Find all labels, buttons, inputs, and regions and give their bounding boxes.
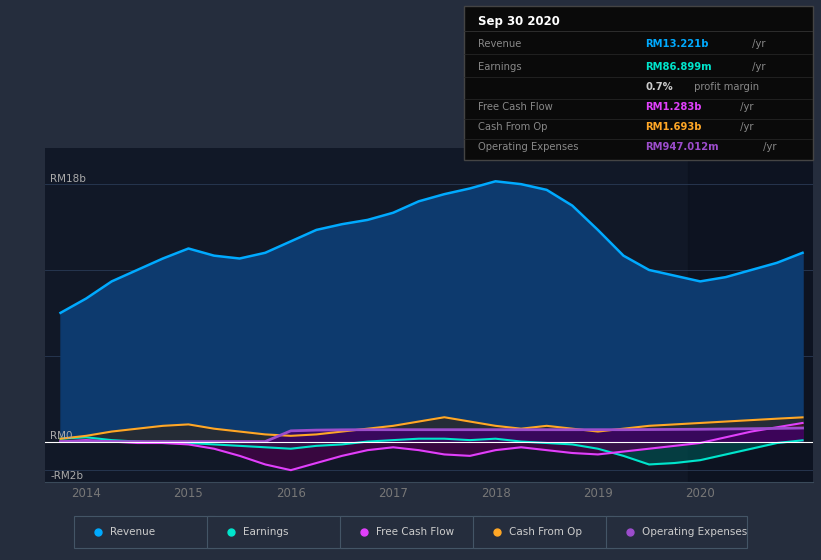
Text: Earnings: Earnings [478, 62, 521, 72]
Text: Revenue: Revenue [478, 39, 521, 49]
Text: Cash From Op: Cash From Op [509, 527, 582, 537]
Text: Free Cash Flow: Free Cash Flow [478, 102, 553, 112]
Text: /yr: /yr [760, 142, 777, 152]
Text: RM86.899m: RM86.899m [645, 62, 712, 72]
FancyBboxPatch shape [74, 516, 214, 548]
Text: Operating Expenses: Operating Expenses [642, 527, 747, 537]
Text: /yr: /yr [737, 102, 754, 112]
Text: RM1.693b: RM1.693b [645, 122, 702, 132]
Text: RM947.012m: RM947.012m [645, 142, 719, 152]
Text: Sep 30 2020: Sep 30 2020 [478, 15, 560, 28]
Text: 0.7%: 0.7% [645, 82, 673, 92]
FancyBboxPatch shape [473, 516, 613, 548]
Text: RM1.283b: RM1.283b [645, 102, 702, 112]
FancyBboxPatch shape [606, 516, 747, 548]
Text: /yr: /yr [737, 122, 754, 132]
Text: RM13.221b: RM13.221b [645, 39, 709, 49]
Bar [688, 148, 821, 482]
Text: Free Cash Flow: Free Cash Flow [376, 527, 454, 537]
FancyBboxPatch shape [340, 516, 481, 548]
FancyBboxPatch shape [207, 516, 347, 548]
Text: Cash From Op: Cash From Op [478, 122, 548, 132]
Text: -RM2b: -RM2b [50, 471, 83, 481]
FancyBboxPatch shape [464, 6, 813, 160]
Text: profit margin: profit margin [691, 82, 759, 92]
Text: RM18b: RM18b [50, 174, 86, 184]
Text: Revenue: Revenue [110, 527, 155, 537]
Text: /yr: /yr [749, 62, 765, 72]
Text: /yr: /yr [749, 39, 765, 49]
Text: RM0: RM0 [50, 431, 73, 441]
Text: Earnings: Earnings [243, 527, 288, 537]
Text: Operating Expenses: Operating Expenses [478, 142, 578, 152]
